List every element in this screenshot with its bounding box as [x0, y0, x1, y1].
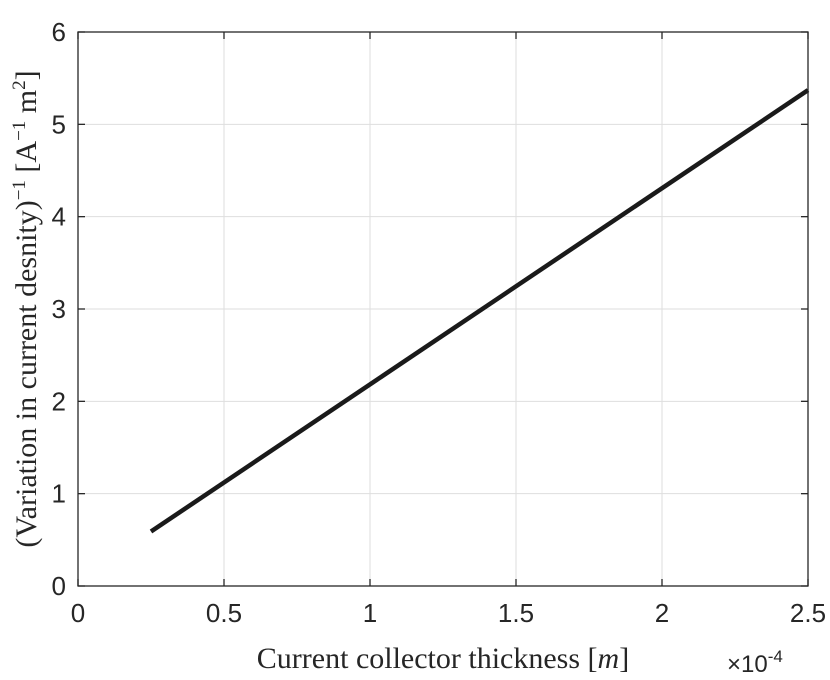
y-axis-label: (Variation in current desnity)−1 [A−1 m2…: [9, 70, 43, 547]
x-tick-label: 2: [655, 598, 669, 628]
x-tick-label: 0: [71, 598, 85, 628]
y-tick-labels: 0 1 2 3 4 5 6: [52, 17, 66, 601]
y-tick-label: 6: [52, 17, 66, 47]
tick-marks: [77, 31, 809, 587]
y-tick-label: 2: [52, 386, 66, 416]
grid-lines: [78, 32, 808, 586]
x-tick-labels: 0 0.5 1 1.5 2 2.5: [71, 598, 826, 628]
x-axis-multiplier: ×10-4: [727, 647, 783, 678]
series-group: [149, 88, 810, 534]
y-tick-label: 0: [52, 571, 66, 601]
y-tick-label: 1: [52, 479, 66, 509]
x-tick-label: 2.5: [790, 598, 826, 628]
y-tick-label: 3: [52, 294, 66, 324]
x-tick-label: 1.5: [498, 598, 534, 628]
x-tick-label: 0.5: [206, 598, 242, 628]
series-line: [149, 88, 810, 534]
x-tick-label: 1: [363, 598, 377, 628]
y-tick-label: 4: [52, 202, 66, 232]
x-axis-label: Current collector thickness [m]: [257, 642, 629, 675]
y-tick-label: 5: [52, 109, 66, 139]
